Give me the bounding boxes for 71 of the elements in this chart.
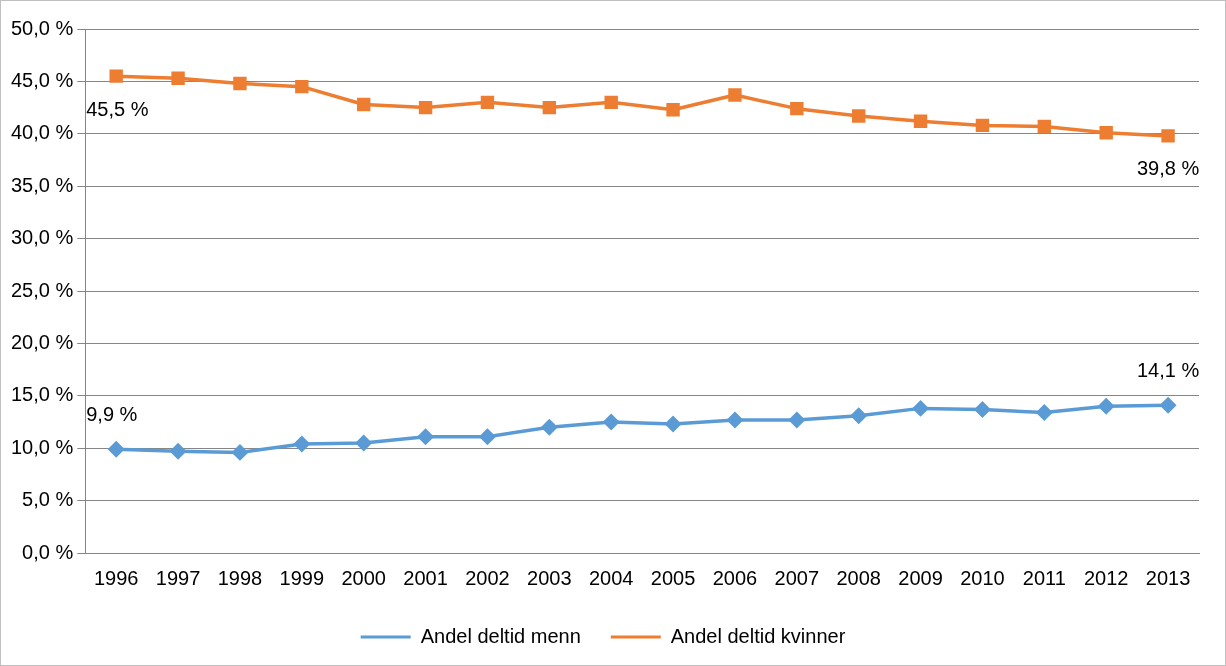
y-tick-label: 30,0 % [11, 226, 74, 249]
point [170, 443, 186, 460]
x-tick-label: 2000 [341, 566, 386, 589]
point [975, 118, 990, 133]
point [850, 407, 867, 424]
data-label: 9,9 % [86, 402, 138, 425]
point [789, 412, 805, 428]
point [665, 416, 681, 432]
y-tick-label: 15,0 % [11, 383, 74, 406]
y-tick-label: 25,0 % [11, 278, 74, 301]
point [912, 400, 929, 417]
point [913, 114, 928, 128]
point [727, 412, 743, 428]
x-tick-label: 1999 [279, 566, 325, 589]
point [1098, 398, 1114, 415]
data-label: 45,5 % [86, 97, 149, 120]
point [295, 79, 309, 94]
point [790, 101, 804, 116]
point [603, 414, 619, 430]
y-tick-label: 5,0 % [22, 488, 74, 511]
x-tick-label: 1997 [155, 566, 201, 589]
point [1037, 119, 1052, 134]
data-label: 39,8 % [1136, 157, 1200, 180]
point [108, 441, 124, 457]
data-label: 14,1 % [1136, 358, 1200, 381]
x-tick-label: 2003 [527, 566, 572, 589]
point [541, 419, 558, 435]
point [1036, 404, 1053, 421]
y-tick-label: 35,0 % [11, 173, 74, 196]
y-tick-label: 10,0 % [11, 435, 74, 458]
x-tick-label: 2001 [403, 566, 448, 589]
y-tick-label: 20,0 % [11, 330, 74, 353]
y-tick-label: 0,0 % [22, 540, 74, 563]
legend-label: Andel deltid kvinner [670, 624, 846, 647]
point [294, 436, 310, 452]
x-tick-label: 1996 [93, 566, 139, 589]
point [357, 97, 371, 112]
point [233, 76, 247, 91]
point [418, 100, 433, 115]
x-tick-label: 2009 [898, 566, 943, 589]
point [171, 71, 185, 85]
point [604, 95, 618, 110]
y-tick-label: 50,0 % [11, 16, 74, 39]
x-tick-label: 2013 [1145, 566, 1191, 589]
point [666, 103, 680, 117]
point [232, 444, 248, 461]
legend-label: Andel deltid menn [420, 624, 581, 647]
point [355, 435, 372, 451]
x-tick-label: 2005 [650, 566, 696, 589]
x-tick-label: 2002 [465, 566, 510, 589]
y-tick-label: 40,0 % [11, 121, 74, 144]
point [851, 109, 866, 123]
point [1161, 129, 1175, 143]
x-tick-label: 2012 [1083, 566, 1129, 589]
point [1099, 126, 1113, 140]
point [542, 100, 557, 115]
y-tick-label: 45,0 % [11, 68, 74, 91]
x-tick-label: 2010 [960, 566, 1005, 589]
x-tick-label: 2008 [836, 566, 881, 589]
x-tick-label: 2004 [588, 566, 634, 589]
point [1160, 397, 1176, 413]
point [479, 428, 496, 445]
x-tick-label: 2011 [1022, 566, 1066, 589]
point [974, 401, 991, 418]
point [417, 428, 434, 445]
x-tick-label: 2007 [774, 566, 820, 589]
x-tick-label: 1998 [217, 566, 263, 589]
point [480, 95, 495, 110]
point [728, 88, 742, 102]
x-tick-label: 2006 [712, 566, 758, 589]
point [109, 69, 123, 83]
